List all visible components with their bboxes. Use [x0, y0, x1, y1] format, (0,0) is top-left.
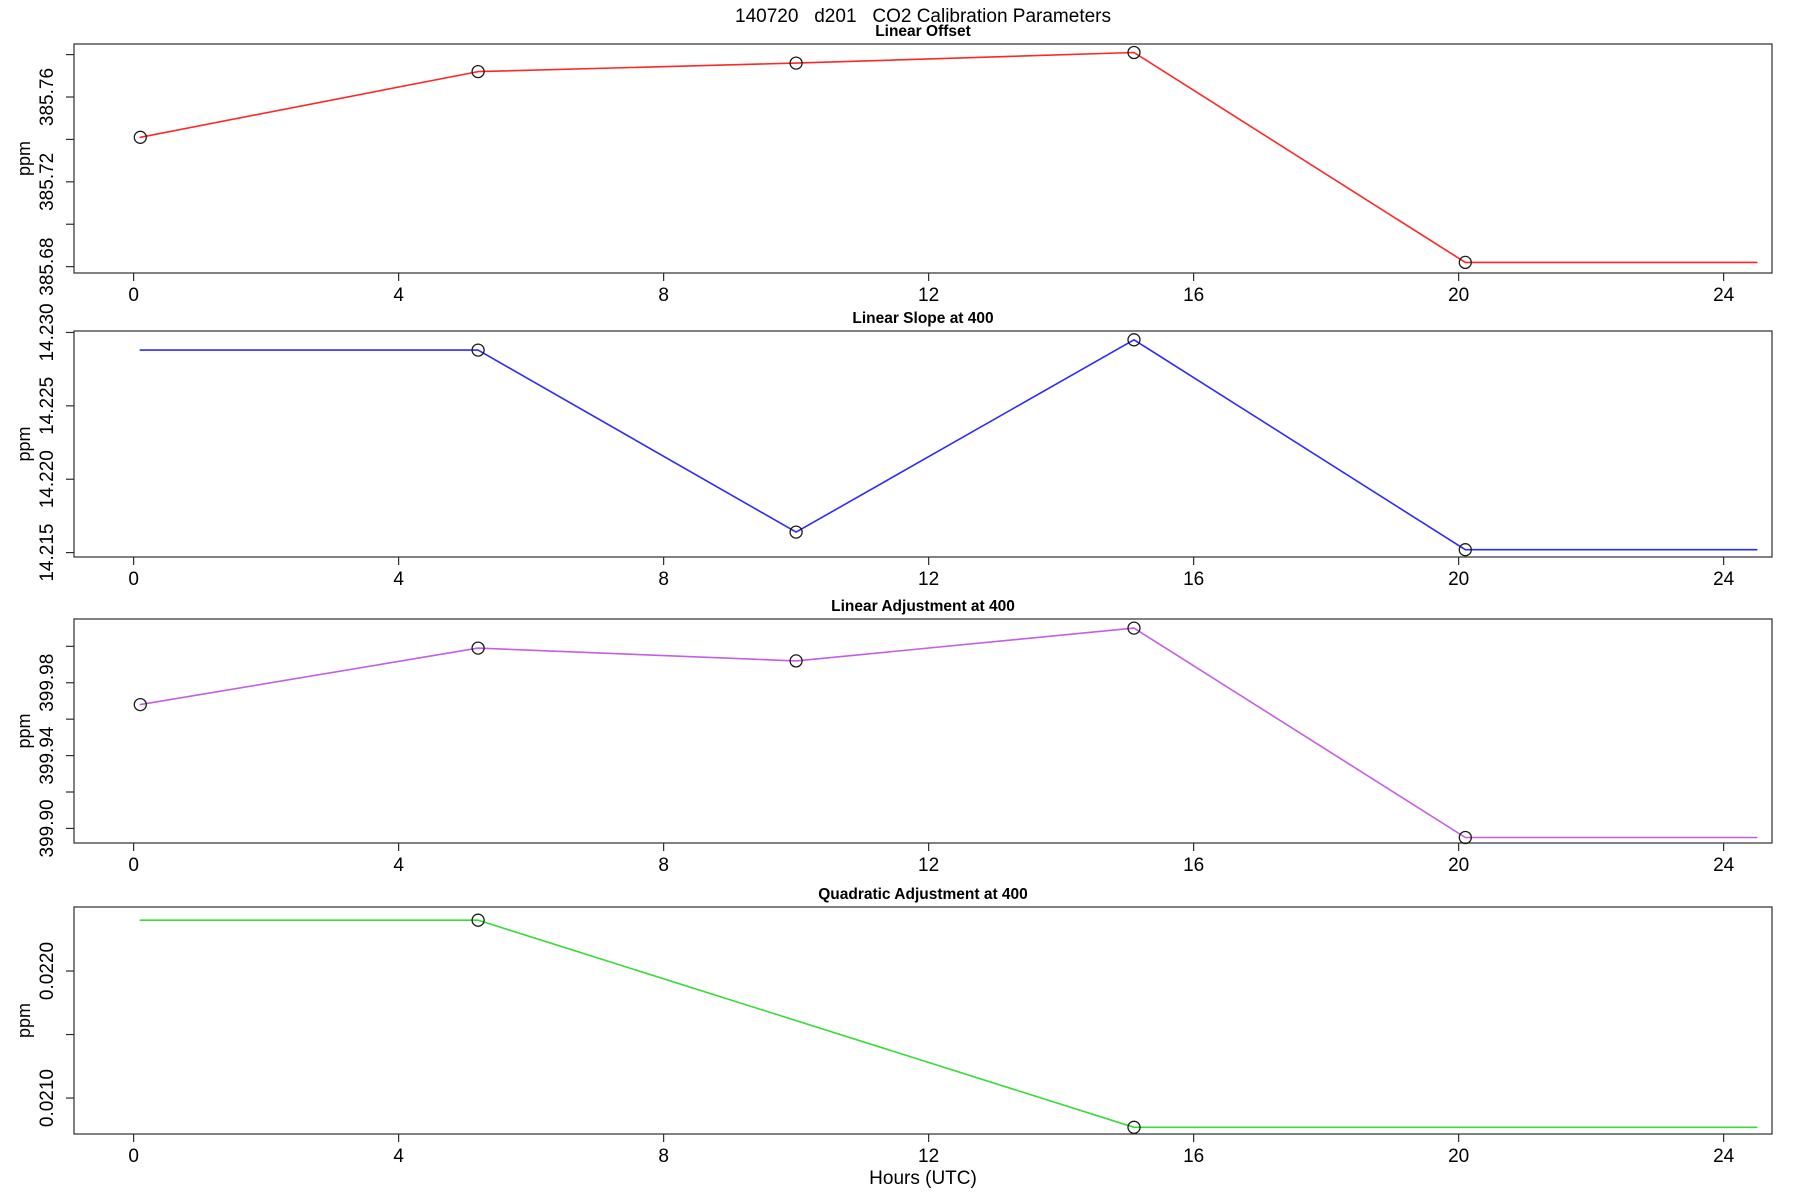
y-tick-label: 399.90: [37, 799, 58, 857]
x-tick-label: 20: [1448, 285, 1469, 306]
data-point-marker: [1458, 830, 1472, 845]
data-point-marker: [1127, 45, 1141, 60]
x-tick-label: 12: [918, 855, 939, 876]
data-point-marker: [1127, 621, 1141, 635]
chart-main-title: 140720 d201 CO2 Calibration Parameters: [735, 6, 1111, 27]
panel-linear-slope-at-400: Linear Slope at 400 14.215 14.220 14.225 14.…: [14, 303, 1773, 590]
data-point-marker: [471, 913, 485, 927]
y-tick-label: 14.225: [37, 377, 58, 435]
y-axis-label: ppm: [14, 713, 34, 748]
x-tick-label: 16: [1183, 1146, 1204, 1167]
x-tick-label: 16: [1183, 569, 1204, 590]
y-axis-label: ppm: [14, 1003, 34, 1038]
panel-title: Linear Offset: [875, 23, 971, 40]
x-tick-label: 0: [128, 569, 139, 590]
y-tick-label: 385.68: [37, 238, 58, 296]
x-tick-label: 16: [1183, 285, 1204, 306]
x-tick-label: 12: [918, 1146, 939, 1167]
panel-border: [73, 43, 1773, 274]
x-tick-label: 4: [393, 285, 404, 306]
x-tick-label: 24: [1713, 569, 1735, 590]
data-point-marker: [789, 56, 803, 70]
y-axis-label: ppm: [14, 141, 34, 176]
panel-title: Linear Slope at 400: [852, 310, 993, 327]
x-tick-label: 24: [1713, 855, 1735, 876]
x-tick-label: 16: [1183, 855, 1204, 876]
x-tick-label: 8: [658, 855, 669, 876]
x-tick-label: 4: [393, 855, 404, 876]
data-point-marker: [471, 343, 485, 357]
panel-border: [73, 906, 1773, 1135]
x-tick-label: 12: [918, 569, 939, 590]
x-tick-label: 8: [658, 285, 669, 306]
y-tick-label: 0.0210: [37, 1069, 58, 1127]
data-point-marker: [471, 641, 485, 655]
data-point-marker: [133, 697, 147, 712]
data-point-marker: [789, 654, 803, 668]
x-tick-label: 4: [393, 569, 404, 590]
y-tick-label: 0.0220: [37, 942, 58, 1000]
panel-linear-adjustment-at-400: Linear Adjustment at 400 399.90 399.94 399.…: [14, 598, 1773, 876]
x-tick-label: 20: [1448, 569, 1469, 590]
data-point-marker: [1458, 255, 1472, 270]
x-tick-label: 4: [393, 1146, 404, 1167]
y-tick-label: 14.230: [37, 303, 58, 361]
x-tick-label: 24: [1713, 285, 1735, 306]
y-tick-label: 14.220: [37, 450, 58, 508]
x-tick-label: 0: [128, 855, 139, 876]
panel-border: [73, 618, 1773, 844]
panel-border: [73, 330, 1773, 558]
y-tick-label: 14.215: [37, 524, 58, 582]
panel-title: Quadratic Adjustment at 400: [818, 886, 1028, 903]
y-tick-label: 385.72: [37, 153, 58, 211]
y-tick-label: 385.76: [37, 68, 58, 126]
series-line: [139, 919, 1758, 1129]
data-point-marker: [471, 64, 485, 79]
panel-title: Linear Adjustment at 400: [831, 598, 1015, 615]
x-tick-label: 20: [1448, 1146, 1469, 1167]
series-line: [139, 338, 1758, 551]
x-tick-label: 20: [1448, 855, 1469, 876]
y-axis-label: ppm: [14, 426, 34, 461]
data-point-marker: [1127, 1120, 1141, 1134]
x-tick-label: 24: [1713, 1146, 1735, 1167]
y-tick-label: 399.98: [37, 654, 58, 712]
y-tick-label: 399.94: [37, 726, 58, 785]
x-tick-label: 8: [658, 569, 669, 590]
data-point-marker: [1127, 333, 1141, 347]
series-line: [139, 627, 1758, 839]
data-point-marker: [1458, 543, 1472, 557]
x-tick-label: 8: [658, 1146, 669, 1167]
x-tick-label: 0: [128, 1146, 139, 1167]
x-axis-label: Hours (UTC): [869, 1168, 977, 1189]
data-point-marker: [133, 130, 147, 144]
series-line: [139, 51, 1758, 264]
data-point-marker: [789, 525, 803, 539]
panel-quadratic-adjustment-at-400: Quadratic Adjustment at 400 0.0210 0.0220p…: [14, 886, 1773, 1167]
x-tick-label: 0: [128, 285, 139, 306]
x-tick-label: 12: [918, 285, 939, 306]
